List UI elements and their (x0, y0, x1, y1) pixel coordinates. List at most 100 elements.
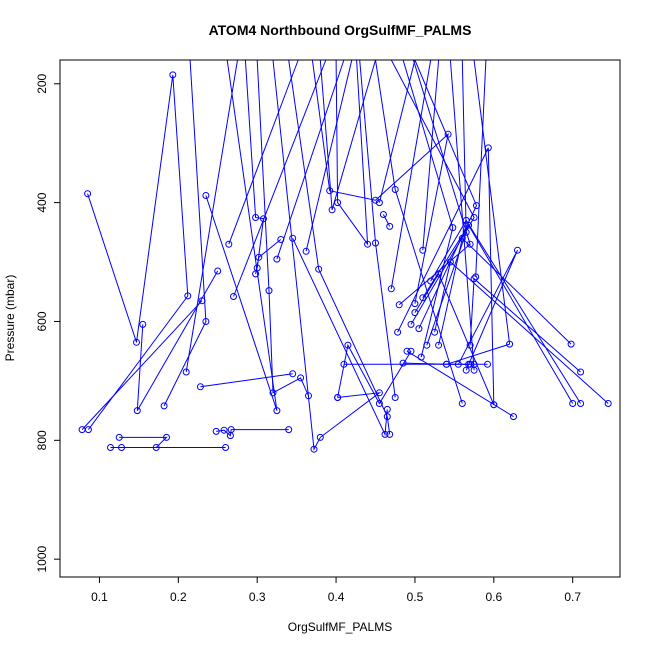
data-point (225, 240, 233, 248)
data-point (403, 347, 411, 355)
data-point (577, 400, 585, 407)
series-line (335, 59, 369, 246)
data-point (297, 374, 305, 382)
data-point (466, 341, 474, 349)
data-point (411, 309, 419, 317)
series-line (81, 300, 203, 430)
data-point (160, 402, 168, 410)
data-point (470, 366, 478, 374)
series-line (276, 59, 345, 260)
series-line (185, 59, 238, 373)
data-point (163, 433, 170, 441)
chart-marks (78, 59, 612, 453)
data-point (182, 368, 190, 376)
data-point (454, 360, 462, 368)
series-line (305, 59, 353, 252)
data-point (289, 234, 297, 242)
data-point (375, 199, 383, 207)
data-point (227, 426, 235, 434)
series-line (272, 59, 382, 451)
data-point (417, 353, 425, 361)
data-point (184, 292, 192, 300)
data-point (169, 71, 177, 79)
series-line (422, 224, 574, 404)
data-point (462, 216, 470, 224)
data-point (196, 383, 204, 391)
series-line (136, 270, 219, 411)
data-point (514, 246, 521, 254)
data-point (139, 320, 147, 328)
data-point (604, 400, 612, 407)
data-point (372, 239, 379, 247)
data-point (462, 366, 470, 374)
data-point (260, 215, 267, 223)
data-point (415, 325, 423, 333)
data-point (202, 318, 210, 325)
data-point (202, 192, 210, 199)
series-line (255, 239, 282, 274)
data-point (334, 199, 342, 207)
data-point (289, 370, 297, 378)
x-tick-label: 0.4 (328, 590, 345, 604)
data-point (472, 273, 480, 281)
series-line (469, 277, 581, 373)
x-tick-label: 0.3 (249, 590, 266, 604)
series-line (119, 436, 168, 448)
series-line (402, 59, 454, 358)
data-point (419, 246, 427, 254)
data-point (222, 444, 230, 451)
series-line (390, 59, 475, 325)
data-point (510, 413, 517, 421)
data-point (567, 340, 575, 348)
data-point (230, 293, 237, 300)
data-point (315, 265, 323, 273)
series-line (434, 261, 609, 404)
series-line (375, 59, 463, 404)
series-line (319, 59, 376, 210)
data-point (443, 360, 450, 368)
series-line (233, 59, 327, 297)
series-line (390, 59, 432, 289)
x-tick-label: 0.1 (91, 590, 108, 604)
data-point (285, 426, 293, 434)
data-point (310, 445, 318, 453)
data-point (118, 444, 125, 451)
chart-title: ATOM4 Northbound OrgSulfMF_PALMS (209, 22, 472, 38)
data-point (383, 405, 391, 413)
data-point (435, 341, 443, 349)
data-point (152, 444, 160, 451)
data-point (506, 340, 514, 348)
data-point (431, 328, 439, 336)
data-point (484, 360, 491, 368)
plot-frame (59, 59, 621, 578)
data-point (107, 444, 114, 451)
y-tick-label: 200 (35, 73, 49, 93)
data-point (490, 401, 498, 409)
series-line (337, 343, 412, 405)
data-point (269, 389, 277, 397)
data-point (395, 301, 403, 309)
data-point (265, 287, 273, 295)
data-point (316, 433, 324, 441)
data-point (381, 430, 389, 438)
data-point (391, 186, 399, 193)
x-axis: 0.1 0.2 0.3 0.4 0.5 0.6 0.7 (91, 577, 581, 604)
series-line (205, 59, 278, 411)
data-point (340, 360, 348, 368)
x-axis-label: OrgSulfMF_PALMS (288, 620, 392, 634)
data-point (273, 255, 281, 263)
data-point (394, 328, 402, 336)
series-line (378, 59, 416, 203)
data-point (255, 253, 263, 261)
data-point (458, 234, 466, 242)
series-line (288, 59, 391, 435)
data-point (423, 341, 431, 349)
data-point (326, 187, 334, 195)
series-line (414, 272, 495, 405)
series-line (397, 147, 495, 405)
data-point (379, 211, 387, 218)
series-line (430, 219, 582, 404)
data-point (273, 407, 281, 415)
data-point (133, 407, 141, 415)
series-line (311, 59, 449, 304)
